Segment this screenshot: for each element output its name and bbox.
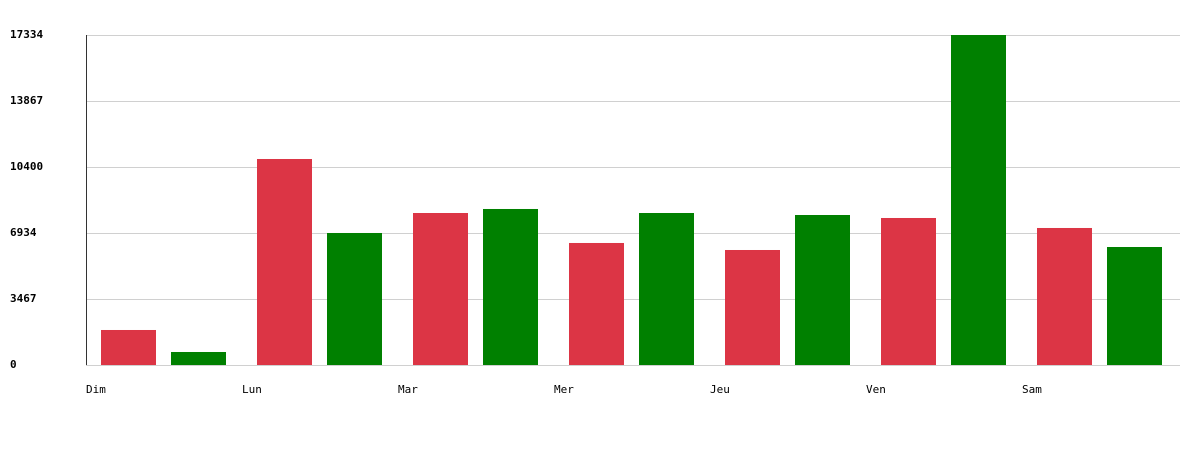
bar (795, 215, 850, 365)
x-tick-label: Mar (398, 383, 418, 396)
bar (327, 232, 382, 365)
x-tick-label: Dim (86, 383, 106, 396)
y-tick-label: 0 (10, 358, 17, 371)
bar (101, 329, 156, 365)
x-tick-label: Sam (1022, 383, 1042, 396)
bar (483, 208, 538, 365)
y-tick-label: 3467 (10, 292, 37, 305)
bar (881, 217, 936, 365)
x-tick-label: Jeu (710, 383, 730, 396)
bar (569, 242, 624, 365)
bar (639, 213, 694, 365)
y-tick-label: 10400 (10, 160, 43, 173)
x-tick-label: Lun (242, 383, 262, 396)
bar (725, 249, 780, 365)
x-tick-label: Mer (554, 383, 574, 396)
bar (951, 35, 1006, 365)
bar (1037, 227, 1092, 365)
y-tick-label: 17334 (10, 28, 43, 41)
y-tick-label: 13867 (10, 94, 43, 107)
bar (171, 351, 226, 365)
bar (413, 213, 468, 365)
y-tick-label: 6934 (10, 226, 37, 239)
bar (257, 158, 312, 365)
x-tick-label: Ven (866, 383, 886, 396)
bar (1107, 247, 1162, 365)
